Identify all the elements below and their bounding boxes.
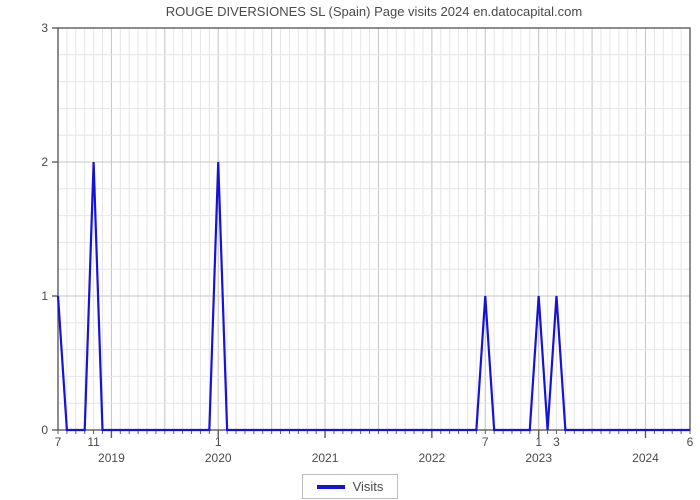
chart-title: ROUGE DIVERSIONES SL (Spain) Page visits… bbox=[166, 4, 582, 19]
x-month-label: 11 bbox=[87, 435, 100, 449]
x-month-label: 6 bbox=[687, 435, 694, 449]
chart-container: ROUGE DIVERSIONES SL (Spain) Page visits… bbox=[0, 0, 700, 500]
x-year-label: 2024 bbox=[632, 451, 659, 465]
visits-line-chart: ROUGE DIVERSIONES SL (Spain) Page visits… bbox=[0, 0, 700, 500]
y-tick-label: 0 bbox=[41, 423, 48, 437]
legend: Visits bbox=[0, 474, 700, 499]
x-year-label: 2023 bbox=[525, 451, 552, 465]
x-year-label: 2021 bbox=[312, 451, 339, 465]
x-year-label: 2019 bbox=[98, 451, 125, 465]
x-year-label: 2022 bbox=[419, 451, 446, 465]
y-tick-label: 2 bbox=[41, 155, 48, 169]
legend-label: Visits bbox=[353, 479, 384, 494]
x-year-label: 2020 bbox=[205, 451, 232, 465]
legend-swatch bbox=[317, 485, 345, 489]
x-month-label: 3 bbox=[553, 435, 560, 449]
y-tick-label: 1 bbox=[41, 289, 48, 303]
x-month-label: 7 bbox=[482, 435, 489, 449]
y-tick-label: 3 bbox=[41, 21, 48, 35]
x-month-label: 7 bbox=[55, 435, 62, 449]
